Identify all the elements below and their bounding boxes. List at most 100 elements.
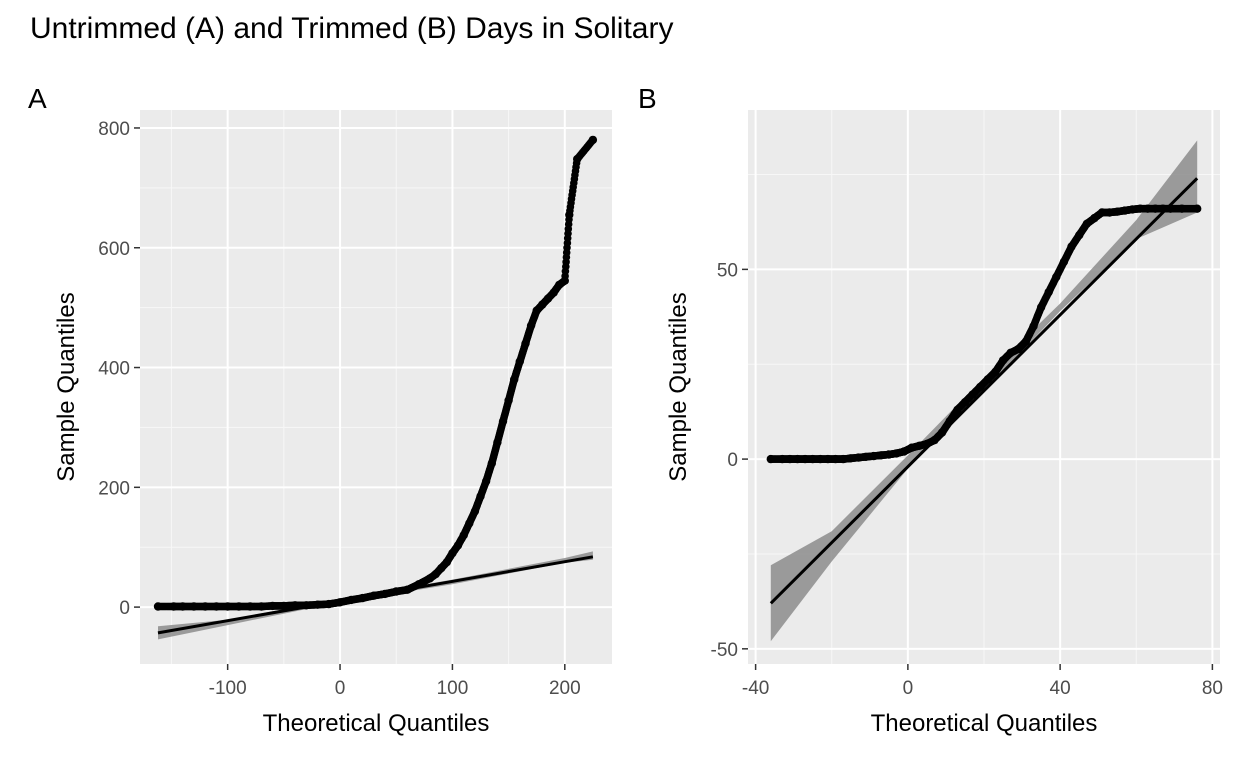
data-point xyxy=(831,454,840,464)
x-tick-label: 0 xyxy=(903,678,914,699)
data-point xyxy=(899,447,909,456)
data-point xyxy=(808,454,817,464)
x-tick-label: 100 xyxy=(437,678,469,699)
data-point xyxy=(1021,337,1031,346)
x-tick-label: -40 xyxy=(742,678,769,699)
data-point xyxy=(1135,204,1145,213)
y-tick-label: 0 xyxy=(119,598,130,619)
panel-tag: A xyxy=(28,83,47,114)
data-point xyxy=(1151,204,1160,213)
data-point xyxy=(565,210,574,219)
data-point xyxy=(1059,257,1069,266)
reference-line xyxy=(769,177,1199,605)
x-tick-label: -100 xyxy=(209,678,247,699)
panel-background xyxy=(140,110,612,664)
y-axis-title: Sample Quantiles xyxy=(53,292,80,481)
x-tick-label: 200 xyxy=(549,678,581,699)
data-point xyxy=(212,602,221,611)
data-point xyxy=(1120,206,1130,215)
data-point xyxy=(504,396,513,405)
data-point xyxy=(1143,204,1152,213)
data-point xyxy=(1128,205,1137,214)
data-point xyxy=(1090,213,1099,223)
data-point xyxy=(448,549,457,558)
data-point xyxy=(431,570,440,579)
data-point xyxy=(1075,231,1084,240)
data-point xyxy=(884,450,893,459)
data-point xyxy=(800,454,810,464)
data-point xyxy=(1052,272,1061,282)
data-point xyxy=(983,375,992,384)
data-point xyxy=(476,492,485,501)
figure-title: Untrimmed (A) and Trimmed (B) Days in So… xyxy=(30,12,674,45)
data-point xyxy=(907,443,916,452)
x-tick-label: 80 xyxy=(1202,678,1223,699)
data-point xyxy=(785,454,795,464)
data-point xyxy=(991,367,1000,376)
y-tick-label: 200 xyxy=(98,478,130,499)
data-point xyxy=(588,135,598,145)
data-point xyxy=(470,507,480,516)
data-point xyxy=(437,564,446,573)
data-point xyxy=(153,602,163,611)
data-point xyxy=(976,382,985,392)
data-point xyxy=(915,441,924,450)
panel-tag: B xyxy=(638,83,657,114)
data-point xyxy=(521,339,530,348)
panel-a: -100 0 100 200 0 200 400 600 800 Theoretical Quan… xyxy=(28,83,612,737)
data-point xyxy=(532,306,541,315)
data-point xyxy=(178,602,187,611)
data-point xyxy=(1006,348,1015,357)
data-point xyxy=(1097,208,1107,217)
data-point xyxy=(487,459,496,468)
data-point xyxy=(481,477,491,486)
data-point xyxy=(816,454,825,464)
data-point xyxy=(839,454,848,464)
data-point xyxy=(1082,219,1092,228)
data-point xyxy=(515,357,524,366)
data-point xyxy=(823,454,833,464)
data-point xyxy=(998,356,1008,365)
data-point xyxy=(257,602,266,611)
data-point xyxy=(1193,204,1202,213)
data-point xyxy=(793,454,802,464)
y-tick-label: 800 xyxy=(98,119,130,140)
data-point xyxy=(573,154,582,164)
data-point xyxy=(201,602,210,611)
data-point xyxy=(1036,303,1046,312)
data-point xyxy=(869,451,878,461)
data-point xyxy=(493,438,502,447)
data-point xyxy=(453,541,463,550)
data-point xyxy=(766,454,775,464)
data-point xyxy=(778,454,787,464)
y-tick-label: 50 xyxy=(717,260,738,281)
x-tick-label: 0 xyxy=(335,678,346,699)
data-point xyxy=(442,558,451,567)
data-point xyxy=(953,405,962,414)
data-point xyxy=(960,398,970,407)
data-point xyxy=(245,602,255,611)
data-point xyxy=(549,288,558,297)
reference-line xyxy=(157,555,594,635)
data-point xyxy=(234,602,244,611)
data-point xyxy=(223,602,232,611)
x-axis-title: Theoretical Quantiles xyxy=(871,710,1098,737)
data-point xyxy=(854,453,863,462)
data-point xyxy=(169,602,178,611)
data-point xyxy=(543,294,553,303)
data-point xyxy=(510,375,519,384)
data-point xyxy=(459,531,468,540)
data-point xyxy=(560,276,569,285)
data-point xyxy=(1177,204,1187,213)
data-point xyxy=(892,449,901,458)
data-point xyxy=(189,602,199,611)
data-point xyxy=(268,601,277,611)
data-point xyxy=(877,451,886,460)
data-point xyxy=(1067,242,1076,251)
y-axis-title: Sample Quantiles xyxy=(665,292,692,481)
x-tick-label: 40 xyxy=(1050,678,1071,699)
data-point xyxy=(1029,322,1038,331)
data-point xyxy=(1105,208,1114,217)
data-point xyxy=(465,519,474,528)
